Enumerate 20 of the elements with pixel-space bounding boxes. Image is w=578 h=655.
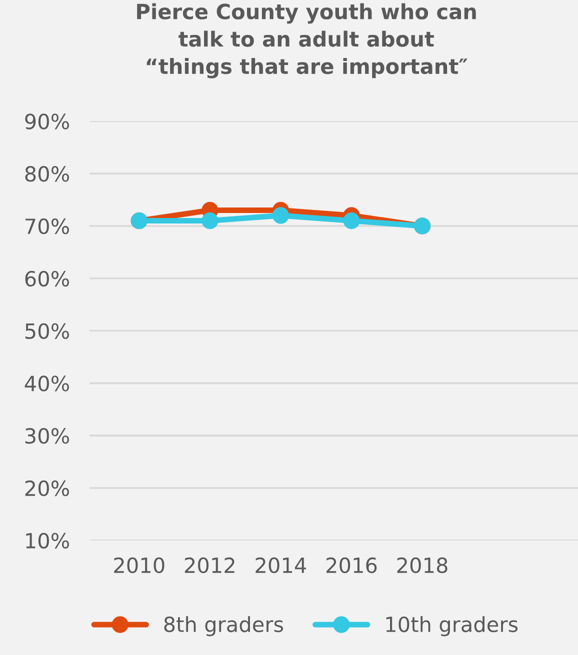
y-tick-label: 80% xyxy=(25,166,69,182)
y-tick-label: 20% xyxy=(25,480,69,496)
point xyxy=(343,212,360,230)
point xyxy=(202,212,218,230)
x-tick-label: 2014 xyxy=(256,557,306,574)
y-tick-label: 30% xyxy=(25,428,69,444)
point xyxy=(272,207,290,224)
x-tick-label: 2016 xyxy=(326,557,377,574)
y-tick-label: 40% xyxy=(24,376,69,392)
legend-label: 8th graders xyxy=(164,616,284,636)
x-tick-label: 2018 xyxy=(397,557,448,574)
legend-label: 10th graders xyxy=(386,616,518,636)
y-tick-label: 60% xyxy=(25,270,69,287)
chart-title: Pierce County youth who can talk to an adult about “things that are important″ xyxy=(137,3,476,78)
y-tick-label: 90% xyxy=(25,114,69,130)
y-tick-label: 50% xyxy=(25,323,69,339)
y-tick-label: 10% xyxy=(26,532,69,549)
y-tick-label: 70% xyxy=(26,218,69,234)
x-tick-label: 2010 xyxy=(114,557,164,574)
x-tick-label: 2012 xyxy=(184,557,234,574)
